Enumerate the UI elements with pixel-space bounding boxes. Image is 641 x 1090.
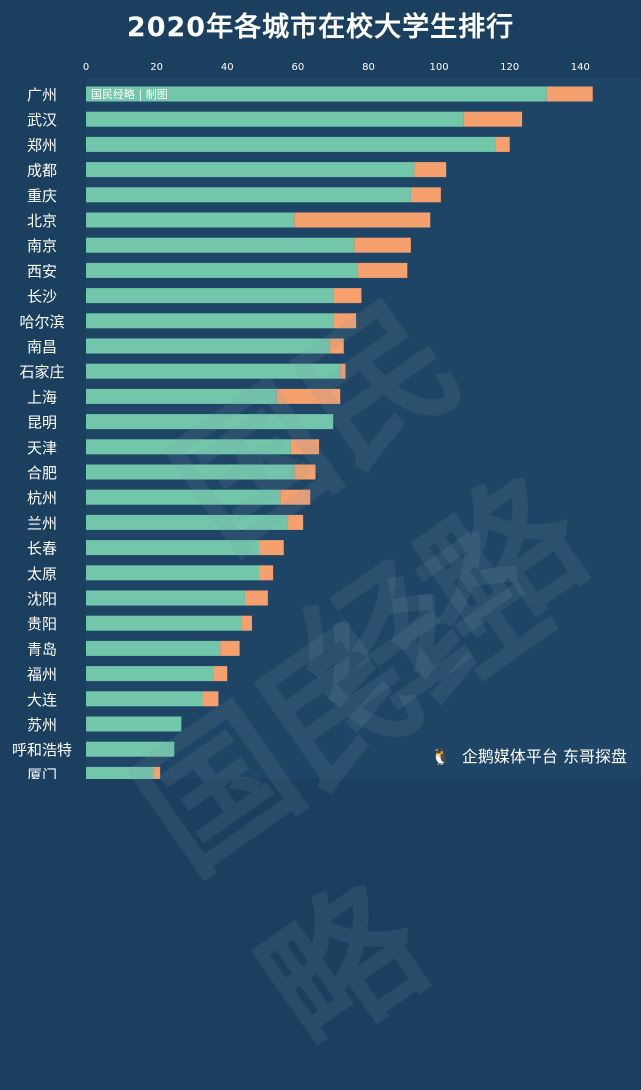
bar-segment-extra (294, 212, 431, 228)
x-tick-label: 20 (150, 62, 163, 73)
bar-segment-base (86, 514, 288, 530)
bar-segment-extra (410, 187, 441, 203)
bar-segment-extra (213, 666, 228, 682)
category-label: 哈尔滨 (19, 313, 64, 331)
bar-segment-extra (340, 363, 346, 379)
category-label: 沈阳 (27, 590, 57, 608)
category-label: 合肥 (27, 464, 57, 482)
bar-segment-base (86, 540, 260, 556)
platform-footer-text: 企鹅媒体平台 东哥探盘 (461, 747, 627, 766)
bar-segment-base (86, 414, 334, 430)
bar-segment-base (86, 262, 358, 278)
x-tick-label: 60 (291, 62, 304, 73)
x-tick-label: 120 (500, 62, 519, 73)
category-label: 北京 (27, 212, 57, 230)
bar-segment-base (86, 464, 295, 480)
bar-segment-extra (357, 262, 408, 278)
bar-chart: 0 20 40 60 80 100 120 140 广州武汉郑州成都重庆北京南京西安长沙哈尔滨南… (12, 62, 641, 779)
bar-segment-base (86, 640, 221, 656)
bar-segment-base (86, 666, 214, 682)
chart-root: 2020年各城市在校大学生排行 0 20 40 60 80 100 120 140 广州武汉郑州… (11, 12, 641, 1084)
bar-segment-base (86, 388, 277, 404)
category-label: 郑州 (27, 136, 57, 154)
penguin-icon: 🐧 (430, 747, 451, 766)
bar-segment-base (86, 489, 281, 505)
bar-segment-extra (546, 86, 593, 102)
bar-segment-extra (276, 388, 341, 404)
category-label: 贵阳 (27, 615, 57, 633)
bar-segment-extra (333, 313, 357, 329)
bar-segment-extra (220, 640, 240, 656)
bar-segment-base (86, 716, 182, 732)
category-label: 杭州 (27, 489, 57, 507)
x-tick-label: 80 (362, 62, 375, 73)
bar-segment-base (86, 187, 411, 203)
x-tick-label: 0 (83, 62, 89, 73)
chart-credit: 国民经略 | 制图 (91, 88, 168, 101)
category-label: 天津 (27, 439, 57, 457)
category-label: 成都 (27, 162, 57, 180)
category-label: 石家庄 (19, 363, 64, 381)
bar-segment-base (86, 212, 295, 228)
bar-segment-extra (414, 162, 447, 178)
category-label: 上海 (27, 388, 57, 406)
x-tick-label: 100 (430, 62, 449, 73)
category-label: 西安 (27, 262, 57, 280)
category-label: 苏州 (27, 716, 57, 734)
category-label: 福州 (27, 666, 57, 684)
category-label: 武汉 (27, 111, 57, 129)
category-label: 昆明 (27, 414, 57, 432)
bar-segment-extra (495, 136, 510, 152)
bar-segment-base (86, 313, 334, 329)
bar-segment-base (86, 565, 260, 581)
category-label: 重庆 (27, 187, 57, 205)
bar-segment-extra (259, 540, 284, 556)
bar-segment-base (86, 590, 245, 606)
bar-segment-extra (463, 111, 523, 127)
bar-segment-extra (290, 439, 320, 455)
category-label: 青岛 (27, 640, 57, 658)
bar-segment-extra (294, 464, 316, 480)
bar-segment-extra (280, 489, 311, 505)
category-label: 广州 (27, 86, 57, 104)
bar-segment-extra (329, 338, 344, 354)
category-label: 兰州 (27, 514, 57, 532)
bar-segment-base (86, 136, 496, 152)
category-label: 长沙 (27, 288, 57, 306)
bar-segment-extra (287, 514, 304, 530)
x-tick-label: 40 (221, 62, 234, 73)
bar-segment-extra (259, 565, 274, 581)
bar-segment-base (86, 439, 291, 455)
bar-segment-base (86, 288, 334, 304)
platform-footer: 🐧 企鹅媒体平台 东哥探盘 (431, 743, 627, 767)
category-label: 南京 (27, 237, 57, 255)
category-label: 太原 (27, 565, 57, 583)
bar-segment-base (86, 766, 154, 779)
bar-segment-extra (202, 691, 219, 707)
bar-segment-extra (354, 237, 411, 253)
bar-segment-base (86, 237, 355, 253)
category-label: 长春 (27, 540, 57, 558)
bar-segment-base (86, 162, 415, 178)
bar-segment-extra (244, 590, 268, 606)
category-label: 南昌 (27, 338, 57, 356)
bar-segment-base (86, 615, 242, 631)
bar-segment-base (86, 338, 330, 354)
bar-segment-extra (153, 766, 161, 779)
bar-segment-base (86, 363, 341, 379)
chart-title: 2020年各城市在校大学生排行 (126, 12, 515, 43)
bar-segment-base (86, 691, 203, 707)
bar-segment-base (86, 111, 464, 127)
bar-segment-extra (333, 288, 362, 304)
bar-segment-base (86, 86, 547, 102)
category-label: 厦门 (27, 766, 57, 779)
bar-segment-base (86, 741, 175, 757)
x-tick-label: 140 (571, 62, 590, 73)
category-label: 呼和浩特 (12, 741, 72, 759)
category-label: 大连 (27, 691, 57, 709)
bar-segment-extra (241, 615, 252, 631)
